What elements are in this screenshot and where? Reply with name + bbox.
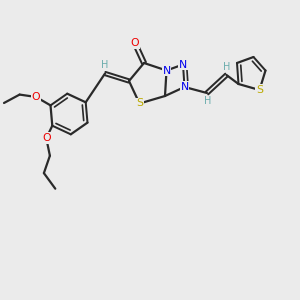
- Text: H: H: [224, 61, 231, 72]
- Text: O: O: [42, 133, 51, 143]
- Text: S: S: [256, 85, 263, 95]
- Text: N: N: [180, 82, 189, 92]
- Text: H: H: [101, 60, 108, 70]
- Text: N: N: [179, 59, 187, 70]
- Text: H: H: [204, 96, 211, 106]
- Text: O: O: [131, 38, 139, 49]
- Text: O: O: [32, 92, 40, 102]
- Text: N: N: [162, 65, 171, 76]
- Text: S: S: [136, 98, 143, 109]
